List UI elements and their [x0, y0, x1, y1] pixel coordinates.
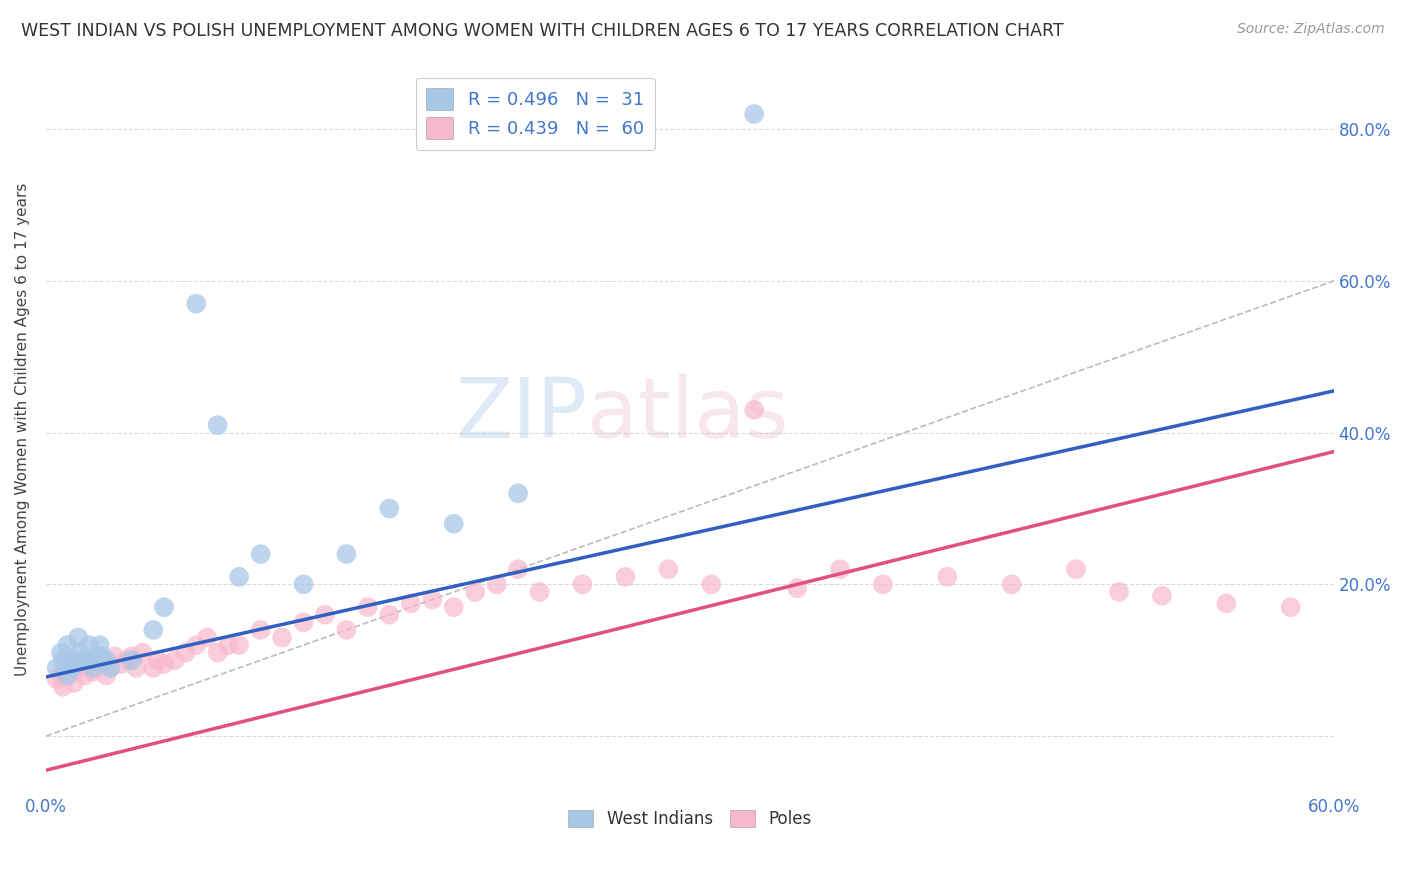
Point: [335, 623, 357, 637]
Point: [53, 661, 76, 675]
Point: [131, 646, 153, 660]
Point: [45, 661, 67, 675]
Point: [98, 661, 121, 675]
Point: [45, 672, 67, 686]
Point: [52, 680, 75, 694]
Point: [98, 661, 121, 675]
Point: [1150, 589, 1173, 603]
Point: [1108, 585, 1130, 599]
Point: [378, 501, 401, 516]
Point: [228, 570, 250, 584]
Point: [63, 676, 86, 690]
Point: [786, 581, 808, 595]
Point: [63, 657, 86, 671]
Point: [163, 653, 186, 667]
Point: [464, 585, 486, 599]
Point: [73, 668, 96, 682]
Point: [67, 653, 90, 667]
Point: [443, 516, 465, 531]
Point: [94, 653, 117, 667]
Y-axis label: Unemployment Among Women with Children Ages 6 to 17 years: Unemployment Among Women with Children A…: [15, 182, 30, 675]
Point: [207, 646, 229, 660]
Point: [94, 668, 117, 682]
Point: [186, 296, 208, 310]
Point: [56, 638, 79, 652]
Point: [249, 623, 271, 637]
Text: Source: ZipAtlas.com: Source: ZipAtlas.com: [1237, 22, 1385, 37]
Point: [1064, 562, 1087, 576]
Point: [357, 600, 380, 615]
Point: [657, 562, 679, 576]
Point: [56, 653, 79, 667]
Point: [121, 653, 143, 667]
Point: [60, 661, 83, 675]
Point: [228, 638, 250, 652]
Point: [104, 649, 127, 664]
Point: [508, 486, 530, 500]
Point: [52, 653, 75, 667]
Point: [142, 623, 165, 637]
Point: [153, 657, 176, 671]
Point: [399, 596, 422, 610]
Point: [571, 577, 593, 591]
Point: [110, 657, 132, 671]
Point: [1215, 596, 1237, 610]
Legend: West Indians, Poles: West Indians, Poles: [562, 804, 818, 835]
Point: [314, 607, 336, 622]
Point: [90, 649, 112, 664]
Point: [77, 657, 100, 671]
Point: [89, 657, 111, 671]
Point: [73, 653, 96, 667]
Point: [82, 665, 104, 679]
Point: [443, 600, 465, 615]
Point: [249, 547, 271, 561]
Text: WEST INDIAN VS POLISH UNEMPLOYMENT AMONG WOMEN WITH CHILDREN AGES 6 TO 17 YEARS : WEST INDIAN VS POLISH UNEMPLOYMENT AMONG…: [21, 22, 1064, 40]
Point: [77, 638, 100, 652]
Point: [420, 592, 443, 607]
Point: [217, 638, 239, 652]
Text: atlas: atlas: [586, 374, 789, 455]
Point: [142, 661, 165, 675]
Point: [195, 631, 218, 645]
Point: [378, 607, 401, 622]
Point: [60, 665, 83, 679]
Point: [207, 418, 229, 433]
Point: [186, 638, 208, 652]
Point: [872, 577, 894, 591]
Point: [67, 631, 90, 645]
Point: [56, 668, 79, 682]
Point: [49, 668, 72, 682]
Point: [1001, 577, 1024, 591]
Point: [742, 107, 765, 121]
Point: [121, 649, 143, 664]
Point: [271, 631, 294, 645]
Point: [742, 403, 765, 417]
Point: [89, 638, 111, 652]
Point: [292, 577, 315, 591]
Point: [936, 570, 959, 584]
Point: [292, 615, 315, 630]
Point: [700, 577, 723, 591]
Point: [49, 646, 72, 660]
Point: [77, 653, 100, 667]
Point: [146, 653, 169, 667]
Point: [529, 585, 551, 599]
Point: [485, 577, 508, 591]
Point: [82, 661, 104, 675]
Point: [69, 657, 91, 671]
Point: [153, 600, 176, 615]
Point: [125, 661, 148, 675]
Point: [335, 547, 357, 561]
Point: [117, 653, 139, 667]
Point: [508, 562, 530, 576]
Text: ZIP: ZIP: [456, 374, 586, 455]
Point: [614, 570, 637, 584]
Point: [69, 646, 91, 660]
Point: [828, 562, 851, 576]
Point: [67, 661, 90, 675]
Point: [174, 646, 197, 660]
Point: [1279, 600, 1302, 615]
